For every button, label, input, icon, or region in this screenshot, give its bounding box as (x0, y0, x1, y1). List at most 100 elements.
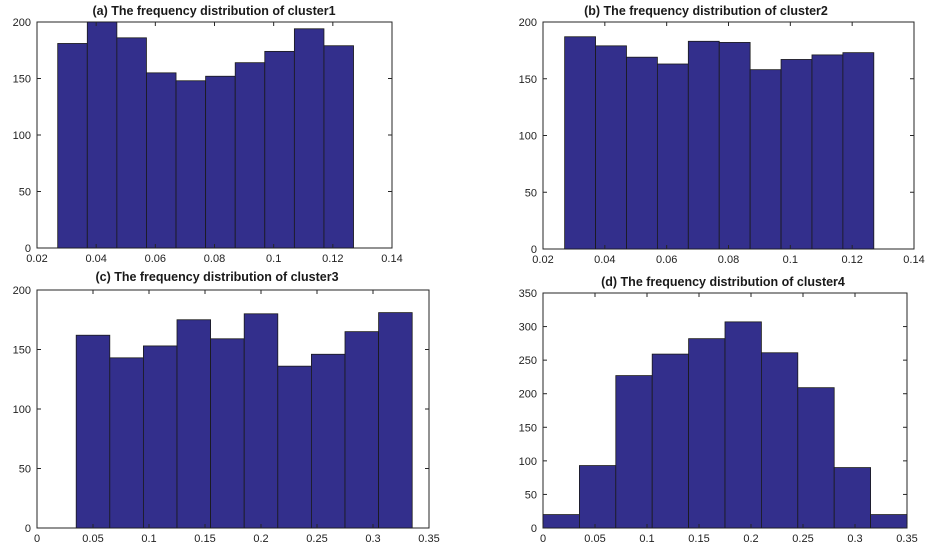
x-tick-label: 0.05 (82, 533, 103, 545)
panel-a-y-axis: 0 50 100 150 200 (13, 17, 392, 255)
x-tick-label: 0.35 (418, 533, 439, 545)
panel-d-y-axis: 0 50 100 150 200 250 300 350 (519, 288, 907, 535)
histogram-bar (833, 467, 872, 529)
panel-a: (a) The frequency distribution of cluste… (13, 4, 403, 265)
x-tick-label: 0.02 (26, 253, 47, 265)
x-tick-label: 0.2 (253, 533, 268, 545)
x-tick-label: 0.1 (639, 533, 654, 545)
x-tick-label: 0.12 (322, 253, 343, 265)
histogram-bar (724, 321, 762, 529)
panel-c-title: (c) The frequency distribution of cluste… (95, 270, 338, 284)
panel-d-x-axis: 0 0.05 0.1 0.15 0.2 0.25 0.3 0.35 (540, 293, 918, 545)
x-tick-label: 0.06 (145, 253, 166, 265)
histogram-bar (142, 345, 178, 529)
x-tick-label: 0.25 (306, 533, 327, 545)
histogram-bar (210, 338, 245, 529)
x-tick-label: 0.1 (141, 533, 156, 545)
histogram-bar (780, 59, 813, 250)
histogram-bar (344, 331, 379, 529)
x-tick-label: 0.15 (194, 533, 215, 545)
histogram-bar (761, 352, 799, 529)
panel-b-y-axis: 0 50 100 150 200 (519, 17, 914, 256)
y-tick-label: 0 (531, 523, 537, 535)
x-tick-label: 0.1 (266, 253, 281, 265)
panel-d-bars (542, 321, 908, 529)
histogram-bar (688, 338, 726, 529)
y-tick-label: 50 (19, 464, 31, 476)
panel-b-bars (564, 36, 875, 250)
histogram-bar (323, 45, 354, 249)
panel-b: (b) The frequency distribution of cluste… (519, 4, 925, 266)
histogram-bar (811, 54, 844, 250)
histogram-bar (579, 465, 617, 529)
histogram-bar (842, 52, 875, 250)
y-tick-label: 200 (519, 389, 537, 401)
histogram-bar (718, 42, 751, 250)
panel-a-title: (a) The frequency distribution of cluste… (92, 4, 335, 18)
y-tick-label: 250 (519, 355, 537, 367)
x-tick-label: 0.08 (204, 253, 225, 265)
panel-b-title: (b) The frequency distribution of cluste… (584, 4, 828, 18)
x-tick-label: 0.14 (381, 253, 402, 265)
histogram-bar (749, 69, 782, 250)
x-tick-label: 0.14 (903, 254, 924, 266)
histogram-bar (687, 40, 720, 250)
histogram-bar (205, 75, 236, 249)
histogram-bar (626, 56, 658, 250)
histogram-bar (542, 514, 580, 529)
y-tick-label: 150 (519, 74, 537, 86)
histogram-bar (146, 72, 177, 249)
x-tick-label: 0.2 (743, 533, 758, 545)
x-tick-label: 0.25 (792, 533, 813, 545)
y-tick-label: 150 (519, 422, 537, 434)
y-tick-label: 0 (25, 243, 31, 255)
x-tick-label: 0.04 (85, 253, 106, 265)
x-tick-label: 0.12 (841, 254, 862, 266)
panel-c-y-axis: 0 50 100 150 200 (13, 285, 429, 535)
histogram-bar (243, 313, 279, 529)
panel-c-x-axis: 0 0.05 0.1 0.15 0.2 0.25 0.3 0.35 (34, 290, 440, 545)
x-tick-label: 0.15 (688, 533, 709, 545)
histogram-bar (651, 353, 690, 529)
panel-a-bars (57, 21, 354, 249)
y-tick-label: 100 (519, 131, 537, 143)
y-tick-label: 350 (519, 288, 537, 300)
panel-d-title: (d) The frequency distribution of cluste… (601, 275, 845, 289)
histogram-bar (175, 80, 207, 249)
x-tick-label: 0.3 (365, 533, 380, 545)
x-tick-label: 0.04 (594, 254, 615, 266)
x-tick-label: 0 (540, 533, 546, 545)
y-tick-label: 200 (13, 17, 31, 29)
histogram-bar (564, 36, 596, 250)
x-tick-label: 0 (34, 533, 40, 545)
histogram-bar (870, 514, 908, 529)
y-tick-label: 50 (525, 187, 537, 199)
y-tick-label: 100 (13, 404, 31, 416)
y-tick-label: 50 (19, 187, 31, 199)
x-tick-label: 0.02 (532, 254, 553, 266)
y-tick-label: 0 (25, 523, 31, 535)
histogram-bar (310, 353, 346, 529)
panel-c-bars (75, 312, 413, 529)
y-tick-label: 150 (13, 345, 31, 357)
x-tick-label: 0.06 (656, 254, 677, 266)
histogram-bar (293, 28, 325, 249)
histogram-bar (109, 357, 144, 529)
y-tick-label: 150 (13, 74, 31, 86)
y-tick-label: 100 (13, 130, 31, 142)
histogram-bar (595, 45, 627, 250)
panel-a-x-axis: 0.02 0.04 0.06 0.08 0.1 0.12 0.14 (26, 22, 403, 265)
x-tick-label: 0.35 (896, 533, 917, 545)
histogram-bar (86, 21, 118, 249)
y-tick-label: 0 (531, 244, 537, 256)
y-tick-label: 50 (525, 489, 537, 501)
histogram-bar (797, 387, 835, 529)
y-tick-label: 100 (519, 456, 537, 468)
panel-b-x-axis: 0.02 0.04 0.06 0.08 0.1 0.12 0.14 (532, 22, 925, 266)
x-tick-label: 0.08 (718, 254, 739, 266)
y-tick-label: 200 (13, 285, 31, 297)
x-tick-label: 0.05 (584, 533, 605, 545)
histogram-bar (116, 37, 147, 249)
histogram-bar (277, 365, 312, 529)
